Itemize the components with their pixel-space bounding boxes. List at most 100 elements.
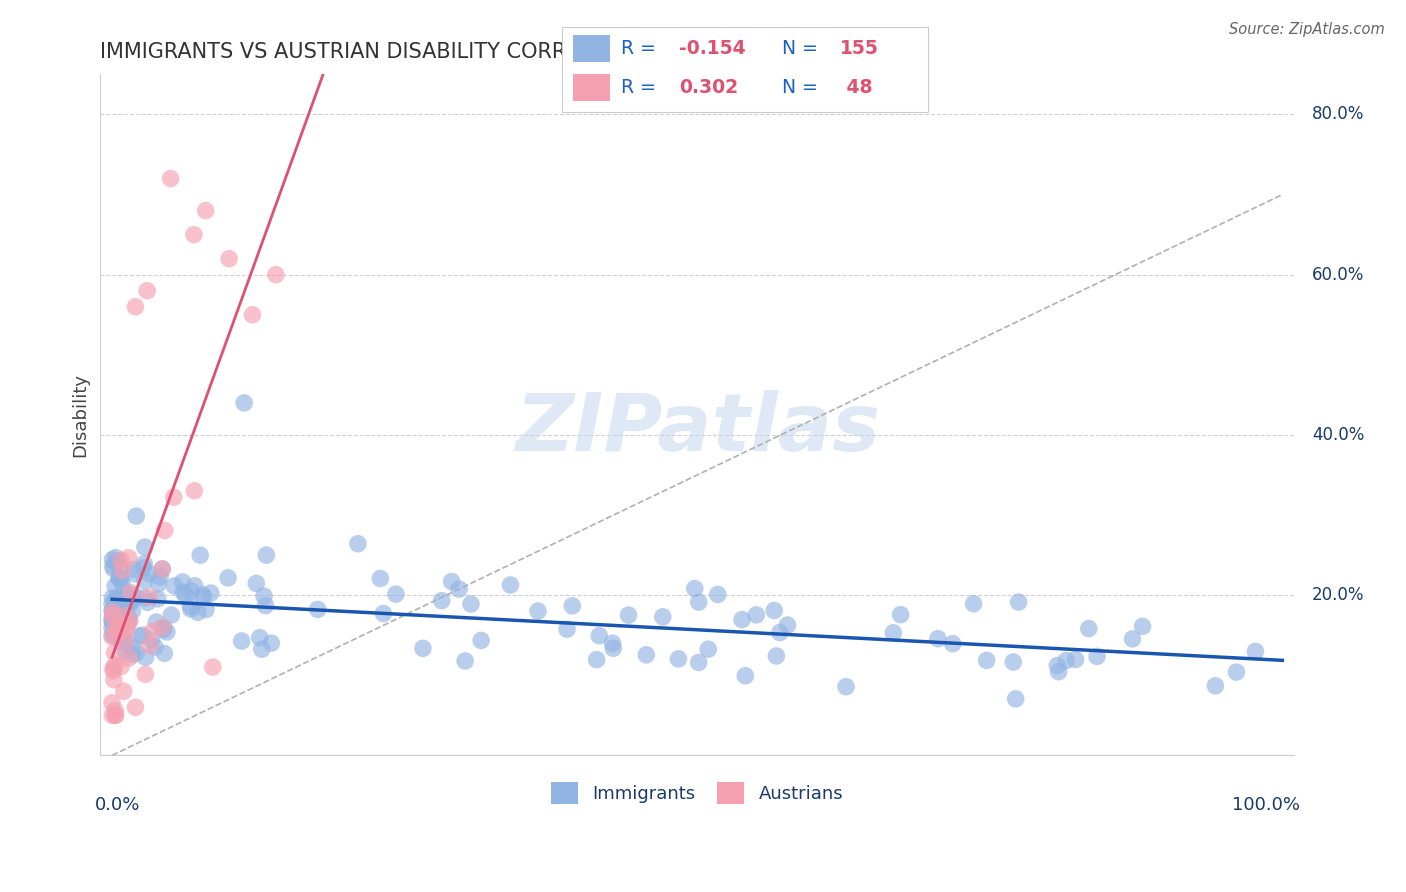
Legend: Immigrants, Austrians: Immigrants, Austrians <box>544 774 851 811</box>
Point <box>231 634 253 648</box>
Point <box>108 600 131 615</box>
Point <box>617 608 640 623</box>
Point <box>101 561 124 575</box>
Point <box>440 574 463 589</box>
Point <box>105 592 128 607</box>
Point <box>114 644 136 658</box>
Point <box>153 646 176 660</box>
Text: 0.302: 0.302 <box>679 78 738 97</box>
Point <box>962 597 984 611</box>
Point <box>114 635 136 649</box>
Point <box>103 628 125 642</box>
Point <box>454 654 477 668</box>
Point <box>150 562 173 576</box>
Point <box>103 664 125 678</box>
Point <box>145 615 167 629</box>
Point <box>1064 652 1087 666</box>
Point <box>602 641 624 656</box>
Point <box>180 599 202 614</box>
Point <box>156 624 179 639</box>
Point <box>101 696 124 710</box>
Point <box>253 589 276 603</box>
Point <box>101 621 124 635</box>
Point <box>105 555 128 569</box>
Text: 48: 48 <box>841 78 873 97</box>
Point <box>101 630 124 644</box>
Point <box>112 584 135 599</box>
Point <box>124 300 146 314</box>
Point <box>602 636 624 650</box>
Point <box>108 572 131 586</box>
Point <box>101 591 124 605</box>
Text: 155: 155 <box>841 39 879 58</box>
Point <box>260 636 283 650</box>
Point <box>249 631 271 645</box>
Text: R =: R = <box>621 78 662 97</box>
Point <box>104 550 127 565</box>
Point <box>101 597 124 611</box>
Point <box>1004 691 1026 706</box>
Point <box>172 574 194 589</box>
Point <box>103 614 125 628</box>
Point <box>101 605 124 619</box>
Point <box>731 613 754 627</box>
Point <box>110 659 132 673</box>
Point <box>1244 644 1267 658</box>
Point <box>183 579 205 593</box>
Point <box>174 588 197 602</box>
Point <box>101 615 124 630</box>
Point <box>250 642 273 657</box>
Point <box>769 625 792 640</box>
Point <box>114 608 136 623</box>
Point <box>927 632 949 646</box>
Point <box>180 583 202 598</box>
Point <box>125 509 148 524</box>
Point <box>1007 595 1029 609</box>
Point <box>183 483 205 498</box>
Point <box>115 619 138 633</box>
Point <box>141 624 163 639</box>
Point <box>688 595 710 609</box>
Text: N =: N = <box>782 78 824 97</box>
Point <box>134 574 156 588</box>
Point <box>108 618 131 632</box>
Point <box>138 591 160 605</box>
Point <box>1085 649 1108 664</box>
Point <box>134 667 156 681</box>
Point <box>187 605 209 619</box>
Point <box>104 703 127 717</box>
Text: N =: N = <box>782 39 824 58</box>
Point <box>942 637 965 651</box>
Point <box>585 652 607 666</box>
Point <box>101 558 124 573</box>
Point <box>122 562 145 576</box>
Point <box>104 620 127 634</box>
Text: 60.0%: 60.0% <box>1312 266 1364 284</box>
Point <box>121 604 143 618</box>
Point <box>195 602 218 616</box>
Point <box>697 642 720 657</box>
Point <box>121 640 143 655</box>
Point <box>152 623 174 637</box>
Point <box>103 673 125 687</box>
Text: 0.0%: 0.0% <box>94 797 139 814</box>
Point <box>200 586 222 600</box>
Point <box>373 607 395 621</box>
Point <box>307 602 329 616</box>
Point <box>101 614 124 628</box>
Point <box>124 566 146 581</box>
Point <box>651 610 673 624</box>
Point <box>111 578 134 592</box>
Point <box>105 622 128 636</box>
Point <box>131 628 153 642</box>
Point <box>460 597 482 611</box>
Point <box>107 599 129 614</box>
Point <box>555 622 578 636</box>
Point <box>201 660 224 674</box>
Point <box>103 646 125 660</box>
Point <box>180 602 202 616</box>
Point <box>1132 619 1154 633</box>
Point <box>183 227 205 242</box>
Point <box>118 615 141 629</box>
Bar <box>574 74 610 102</box>
